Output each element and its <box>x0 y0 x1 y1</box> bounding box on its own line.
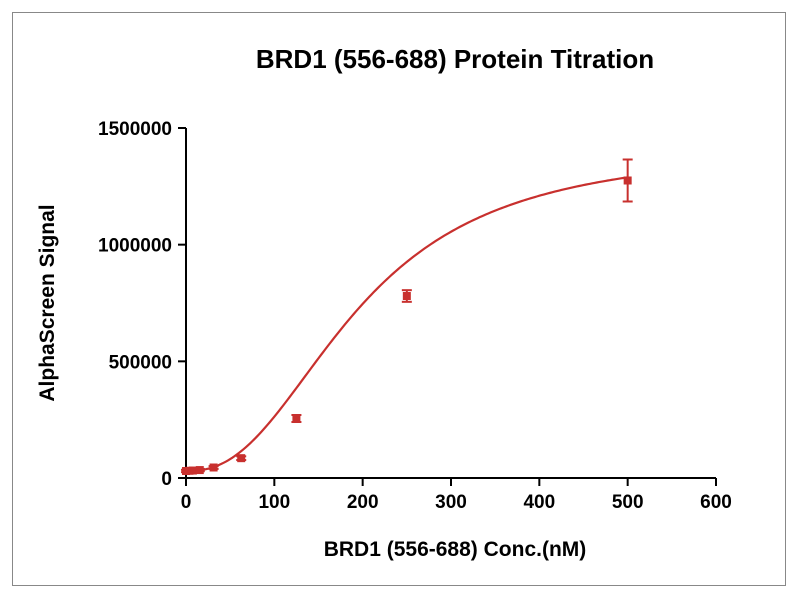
x-tick-label: 300 <box>435 492 467 513</box>
data-point <box>209 463 218 472</box>
x-tick-label: 500 <box>612 492 644 513</box>
y-ticks: 0 500000 1000000 1500000 <box>98 119 186 490</box>
chart-frame <box>12 12 786 586</box>
x-ticks: 0 100 200 300 400 500 600 <box>181 478 732 513</box>
plot-area <box>181 158 633 475</box>
x-tick-label: 600 <box>700 492 732 513</box>
data-point <box>195 466 204 475</box>
data-point <box>237 454 246 463</box>
data-point <box>188 466 197 475</box>
data-point <box>402 292 411 300</box>
x-tick-label: 0 <box>181 492 192 513</box>
y-axis-label: AlphaScreen Signal <box>36 204 59 401</box>
x-tick-label: 400 <box>523 492 555 513</box>
data-point <box>292 414 301 423</box>
x-tick-label: 100 <box>258 492 290 513</box>
x-axis-label: BRD1 (556-688) Conc.(nM) <box>324 538 587 561</box>
chart-title: BRD1 (556-688) Protein Titration <box>256 44 654 74</box>
y-tick-label: 500000 <box>109 352 172 373</box>
y-tick-label: 1500000 <box>98 119 172 140</box>
y-tick-label: 1000000 <box>98 236 172 257</box>
data-point <box>623 176 632 185</box>
x-tick-label: 200 <box>347 492 379 513</box>
y-tick-label: 0 <box>161 469 172 490</box>
fit-curve <box>185 176 628 473</box>
